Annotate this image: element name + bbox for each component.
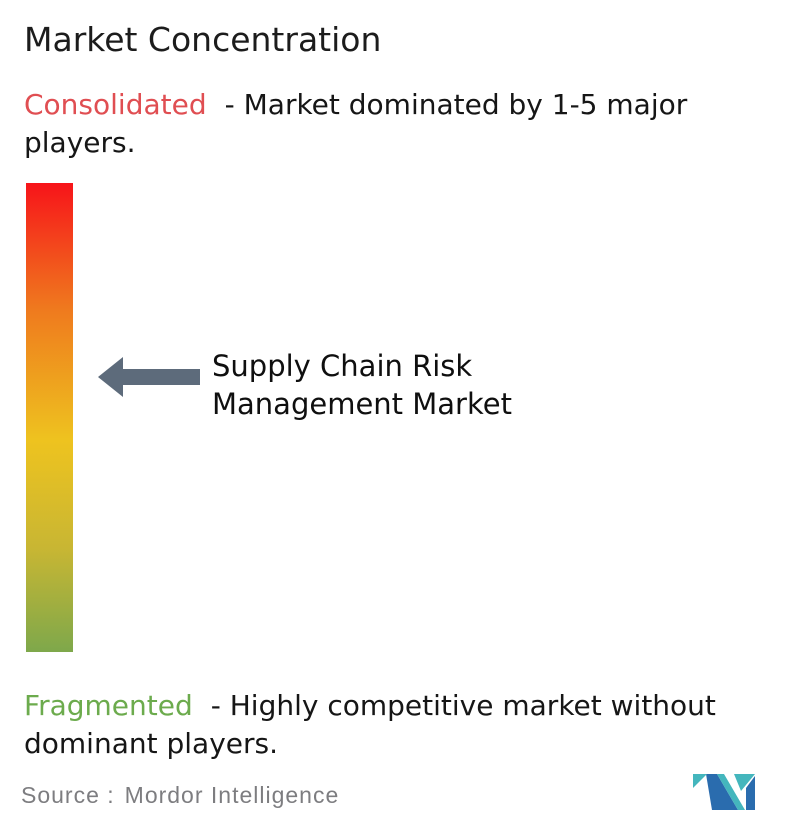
concentration-gradient-bar bbox=[26, 183, 73, 652]
mordor-intelligence-logo bbox=[693, 774, 755, 810]
logo-teal-stripe bbox=[717, 774, 745, 810]
logo-teal-left-triangle bbox=[693, 774, 707, 788]
market-label-line1: Supply Chain Risk bbox=[212, 349, 473, 383]
logo-blue-bar bbox=[746, 776, 755, 810]
market-label: Supply Chain Risk Management Market bbox=[212, 347, 512, 423]
consolidated-term: Consolidated bbox=[24, 88, 207, 121]
fragmented-desc-line1: - Highly competitive market without bbox=[210, 689, 716, 722]
fragmented-term: Fragmented bbox=[24, 689, 193, 722]
fragmented-definition: Fragmented - Highly competitive market wi… bbox=[24, 687, 716, 763]
logo-blue-parallelogram bbox=[706, 774, 738, 810]
consolidated-desc-line1: - Market dominated by 1-5 major bbox=[224, 88, 688, 121]
source-name: Mordor Intelligence bbox=[124, 782, 340, 808]
consolidated-definition: Consolidated - Market dominated by 1-5 ma… bbox=[24, 86, 687, 162]
page-title: Market Concentration bbox=[24, 20, 382, 59]
market-label-line2: Management Market bbox=[212, 387, 512, 421]
left-arrow-icon bbox=[98, 357, 200, 397]
source-line: Source : Mordor Intelligence bbox=[21, 782, 339, 809]
consolidated-desc-line2: players. bbox=[24, 126, 136, 159]
source-label: Source : bbox=[21, 782, 115, 808]
left-arrow-shape bbox=[98, 357, 200, 397]
fragmented-desc-line2: dominant players. bbox=[24, 727, 278, 760]
logo-teal-right-triangle bbox=[734, 774, 755, 791]
